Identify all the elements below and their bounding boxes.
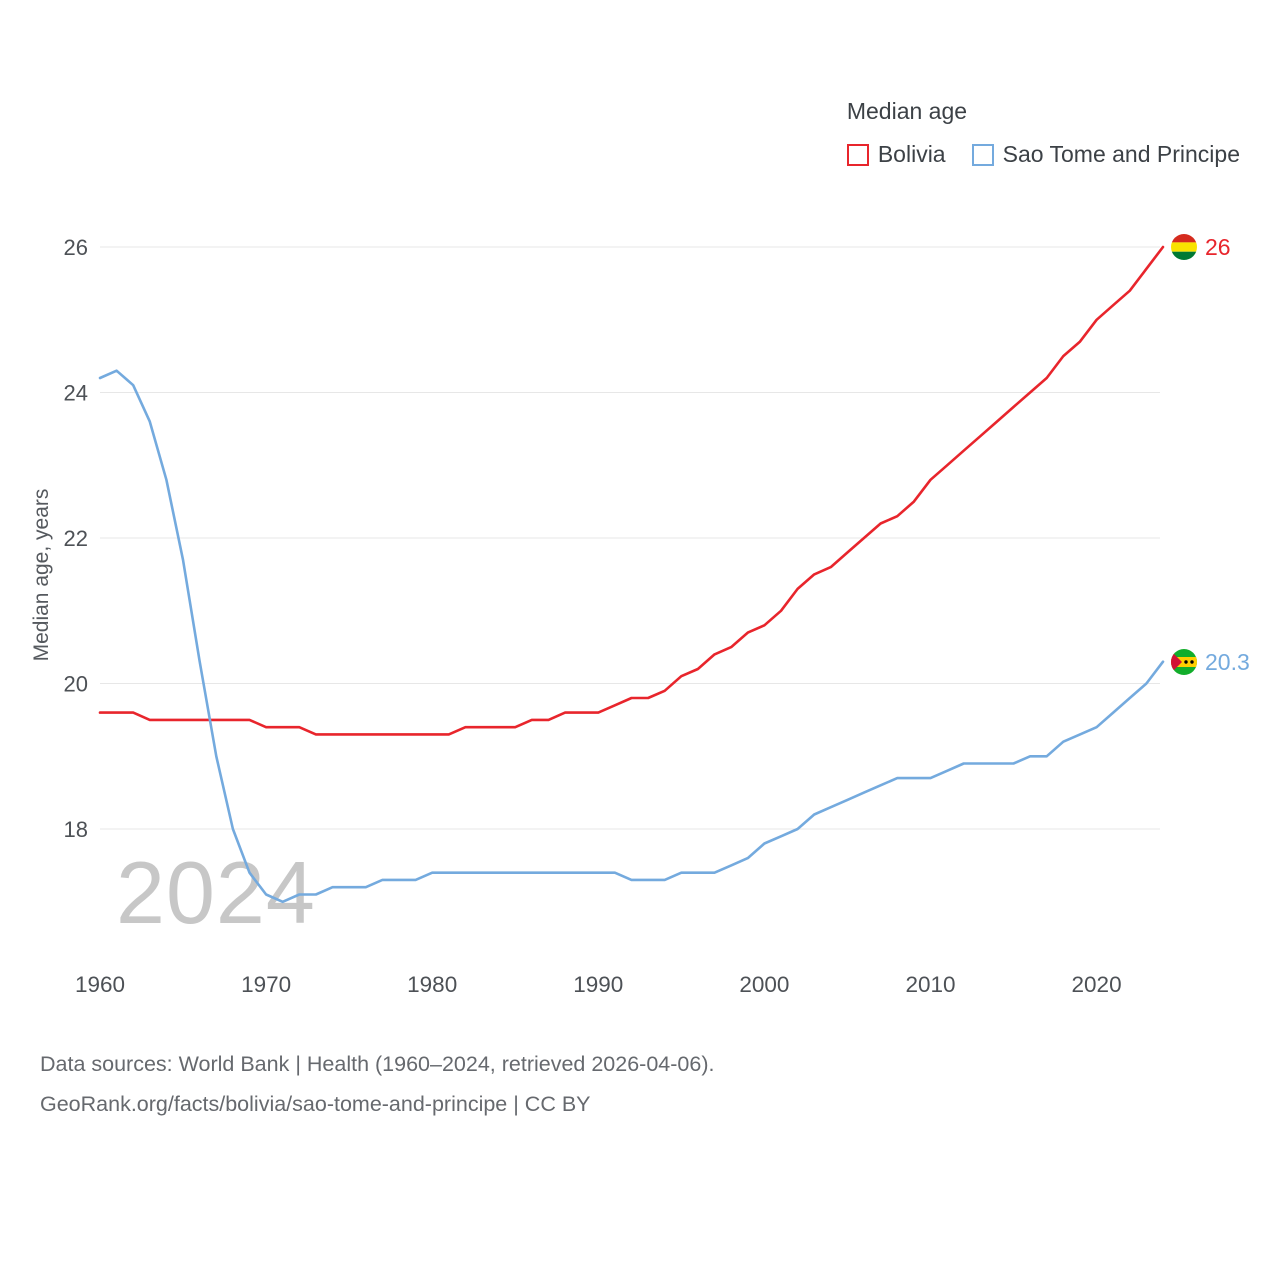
bolivia-end-label: 26 <box>1170 233 1231 261</box>
sao-tome-series-swatch <box>971 143 994 166</box>
y-axis-title: Median age, years <box>30 488 53 662</box>
x-tick-label: 1960 <box>75 972 125 997</box>
y-tick-label: 26 <box>64 235 88 260</box>
x-tick-label: 2010 <box>905 972 955 997</box>
bolivia-flag-icon <box>1171 234 1197 260</box>
legend-title: Median age <box>846 98 968 124</box>
y-tick-label: 24 <box>64 381 88 406</box>
sao-tome-end-label: 20.3 <box>1170 648 1250 676</box>
footer: Data sources: World Bank | Health (1960–… <box>40 1044 714 1124</box>
legend-item-bolivia[interactable]: Bolivia <box>846 141 946 168</box>
x-tick-label: 1970 <box>241 972 291 997</box>
x-tick-label: 1990 <box>573 972 623 997</box>
attribution-text: GeoRank.org/facts/bolivia/sao-tome-and-p… <box>40 1092 591 1116</box>
legend-item-sao-tome-and-principe[interactable]: Sao Tome and Principe <box>971 141 1240 168</box>
legend-item-label: Sao Tome and Principe <box>1002 141 1240 167</box>
y-tick-label: 18 <box>64 817 88 842</box>
series-line-bolivia <box>98 245 1165 736</box>
sao-tome-end-value: 20.3 <box>1205 648 1250 675</box>
sao-tome-flag-icon <box>1171 649 1197 675</box>
x-tick-label: 1980 <box>407 972 457 997</box>
y-tick-label: 22 <box>64 526 88 551</box>
series-line-sao-tome-and-principe <box>98 369 1165 904</box>
x-tick-label: 2000 <box>739 972 789 997</box>
bolivia-end-value: 26 <box>1205 233 1231 260</box>
data-sources-text: Data sources: World Bank | Health (1960–… <box>40 1052 715 1076</box>
x-tick-label: 2020 <box>1072 972 1122 997</box>
watermark-year: 2024 <box>116 843 316 942</box>
legend-item-label: Bolivia <box>877 141 946 167</box>
legend-items: Bolivia Sao Tome and Principe <box>846 141 1240 168</box>
y-tick-label: 20 <box>64 672 88 697</box>
legend: Median age Bolivia Sao Tome and Principe <box>846 98 1240 168</box>
bolivia-series-swatch <box>846 143 869 166</box>
